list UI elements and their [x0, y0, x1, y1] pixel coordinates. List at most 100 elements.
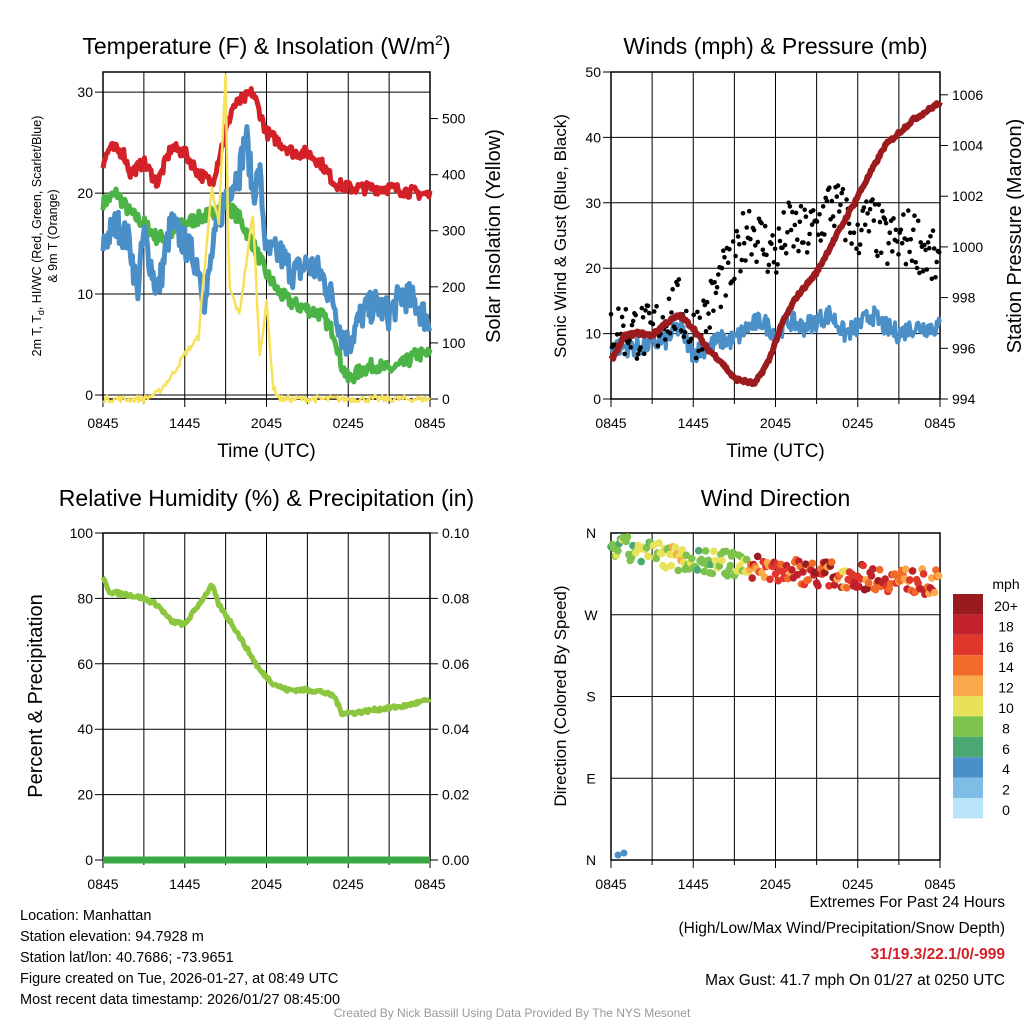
- legend-swatch: [953, 675, 983, 696]
- gust-point: [635, 352, 641, 357]
- direction-point: [804, 576, 813, 584]
- x-tick-label: 0845: [924, 415, 955, 431]
- recent-timestamp: Most recent data timestamp: 2026/01/27 0…: [20, 992, 341, 1008]
- direction-point: [701, 547, 710, 555]
- y-axis-label-pressure: Station Pressure (Maroon): [1004, 119, 1024, 354]
- x-tick-label: 0845: [595, 415, 626, 431]
- gust-point: [911, 227, 916, 233]
- gust-point: [811, 208, 816, 213]
- credit: Created By Nick Bassill Using Data Provi…: [333, 1006, 691, 1020]
- gust-point: [722, 254, 727, 260]
- gust-point: [851, 230, 857, 235]
- gust-point: [645, 303, 651, 309]
- right-tick-label: 0.04: [442, 721, 469, 737]
- x-tick-label: 1445: [678, 415, 709, 431]
- gust-point: [654, 304, 659, 309]
- extremes-box: Extremes For Past 24 Hours (High/Low/Max…: [679, 890, 1006, 994]
- legend-swatch: [953, 634, 983, 656]
- right-tick-label: 994: [952, 391, 976, 407]
- gust-point: [746, 208, 752, 214]
- gust-point: [775, 262, 780, 267]
- direction-point: [748, 574, 756, 582]
- legend-label: 8: [1002, 720, 1010, 736]
- gust-point: [894, 239, 900, 244]
- right-tick-label: 998: [952, 290, 976, 306]
- direction-point: [718, 556, 726, 565]
- y-tick-label: 60: [77, 656, 93, 672]
- legend-label: 2: [1002, 782, 1010, 798]
- y-tick-label: 10: [77, 286, 93, 302]
- gust-point: [886, 240, 891, 246]
- direction-point: [682, 551, 691, 560]
- gust-point: [882, 217, 888, 222]
- direction-point: [753, 552, 762, 561]
- gust-point: [893, 227, 899, 233]
- gust-point: [753, 243, 758, 248]
- y-tick-label: 40: [77, 721, 93, 737]
- gust-point: [934, 259, 939, 265]
- plot-frame: [610, 532, 941, 861]
- gust-point: [682, 330, 688, 335]
- legend-label: 14: [998, 659, 1014, 675]
- gust-point: [703, 329, 709, 334]
- direction-point: [711, 556, 719, 565]
- legend-swatch: [953, 696, 983, 717]
- gust-point: [854, 246, 859, 251]
- x-axis-label: Time (UTC): [217, 441, 316, 462]
- gust-point: [920, 268, 926, 274]
- gust-point: [878, 250, 884, 256]
- gust-point: [640, 315, 646, 320]
- gust-point: [616, 306, 621, 312]
- gust-point: [930, 228, 936, 233]
- x-axis-label: Time (UTC): [726, 441, 825, 462]
- y-axis-label-temperature: 2m T, Td, HI/WC (Red, Green, Scarlet/Blu…: [30, 116, 46, 357]
- legend-label: 10: [998, 700, 1014, 716]
- direction-point: [694, 546, 703, 555]
- right-tick-label: 0.06: [442, 656, 469, 672]
- direction-point: [867, 572, 876, 580]
- gust-point: [936, 249, 942, 255]
- right-tick-label: 1000: [952, 239, 983, 255]
- gust-point: [901, 212, 906, 217]
- gust-point: [764, 252, 769, 258]
- x-tick-label: 2045: [251, 876, 282, 892]
- gust-point: [738, 269, 743, 274]
- direction-point: [886, 579, 895, 588]
- gust-point: [697, 315, 703, 321]
- gust-point: [877, 219, 883, 225]
- gust-point: [915, 218, 921, 224]
- gust-point: [646, 310, 652, 316]
- chart-title: Winds (mph) & Pressure (mb): [623, 33, 927, 59]
- direction-point: [708, 569, 717, 578]
- gust-point: [904, 237, 910, 243]
- y-tick-label: 20: [585, 260, 601, 276]
- legend-swatch: [953, 716, 983, 737]
- direction-point: [859, 561, 867, 570]
- gust-point: [856, 250, 862, 256]
- x-tick-label: 1445: [169, 415, 200, 431]
- gust-point: [816, 232, 821, 237]
- direction-point: [614, 546, 622, 555]
- gust-point: [770, 233, 775, 238]
- gust-point: [880, 208, 885, 214]
- direction-point: [678, 546, 687, 554]
- gust-point: [760, 247, 766, 253]
- gust-point: [866, 229, 872, 234]
- direction-point: [644, 552, 652, 561]
- gust-point: [633, 312, 638, 318]
- gust-point: [716, 272, 721, 277]
- gust-point: [870, 197, 875, 202]
- gust-point: [806, 241, 811, 246]
- gust-point: [848, 230, 853, 235]
- gust-point: [807, 231, 812, 237]
- legend-label: 12: [998, 680, 1014, 696]
- right-tick-label: 1004: [952, 138, 983, 154]
- gust-point: [766, 262, 772, 268]
- gust-point: [820, 204, 826, 209]
- direction-point: [932, 566, 940, 574]
- gust-point: [871, 218, 877, 223]
- gust-point: [832, 223, 837, 229]
- legend-swatch: [953, 777, 983, 798]
